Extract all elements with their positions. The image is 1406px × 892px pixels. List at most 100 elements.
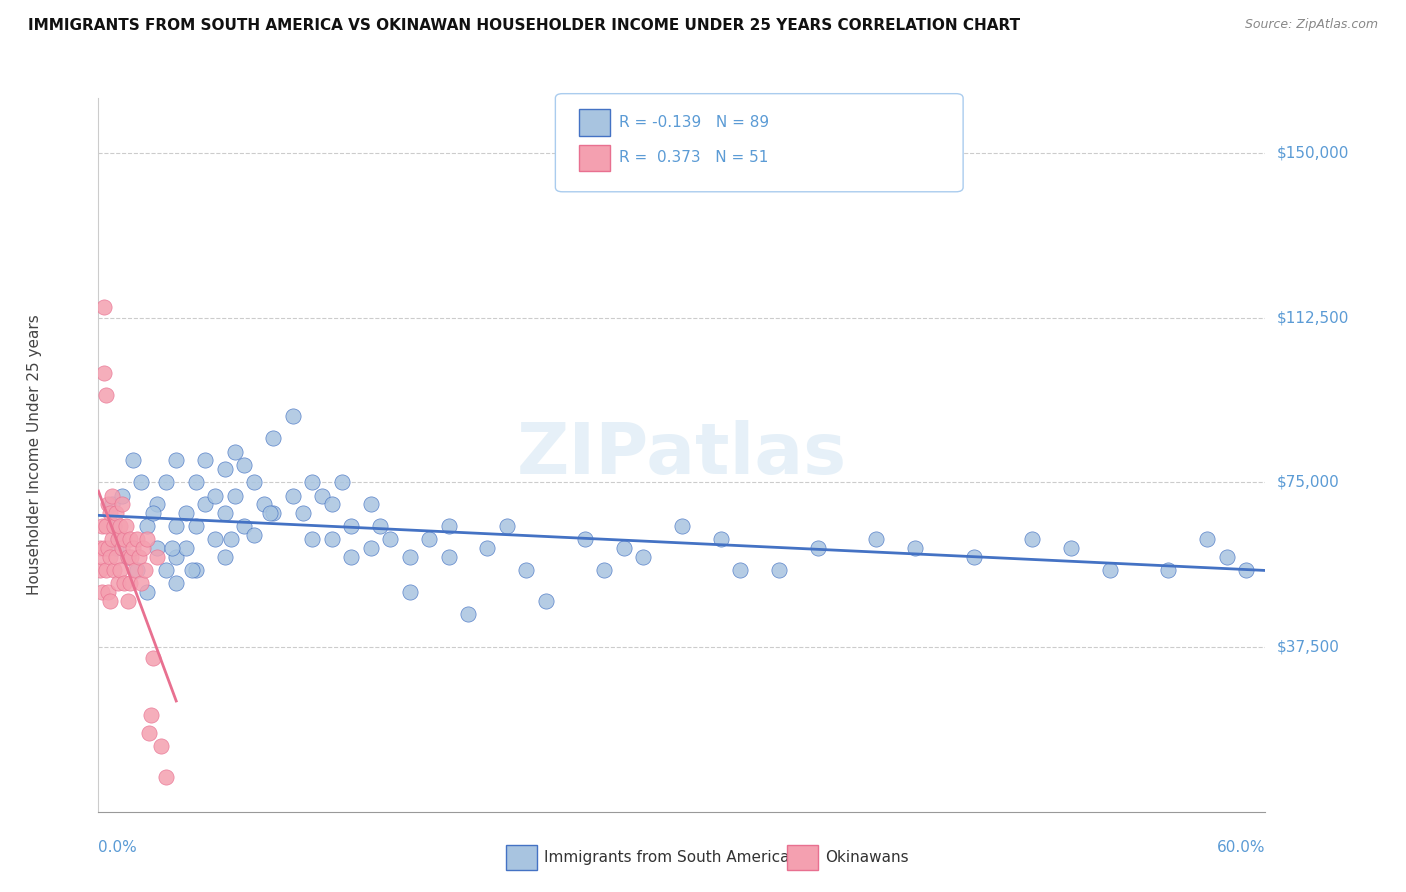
Point: [184, 563, 207, 577]
Text: IMMIGRANTS FROM SOUTH AMERICA VS OKINAWAN HOUSEHOLDER INCOME UNDER 25 YEARS CORR: IMMIGRANTS FROM SOUTH AMERICA VS OKINAWA…: [28, 18, 1021, 33]
Point: [136, 533, 159, 547]
Point: [129, 576, 152, 591]
Point: [111, 497, 134, 511]
Point: [281, 489, 304, 503]
Point: [204, 489, 226, 503]
Point: [1098, 563, 1121, 577]
Point: [122, 541, 145, 556]
Point: [114, 519, 136, 533]
Point: [97, 497, 120, 511]
Point: [97, 585, 120, 599]
Point: [112, 576, 135, 591]
Point: [107, 533, 129, 547]
Point: [204, 533, 226, 547]
Point: [262, 432, 284, 446]
Point: [321, 497, 343, 511]
Point: [93, 541, 115, 556]
Point: [219, 533, 242, 547]
Point: [378, 533, 402, 547]
Point: [96, 563, 118, 577]
Point: [103, 519, 125, 533]
Point: [360, 541, 382, 556]
Point: [93, 300, 115, 314]
Text: Source: ZipAtlas.com: Source: ZipAtlas.com: [1244, 18, 1378, 31]
Point: [281, 409, 304, 424]
Point: [98, 549, 121, 564]
Point: [98, 594, 121, 608]
Point: [1021, 533, 1043, 547]
Point: [91, 585, 114, 599]
Text: $112,500: $112,500: [1277, 310, 1348, 326]
Point: [104, 506, 127, 520]
Point: [710, 533, 733, 547]
Point: [165, 549, 187, 564]
Text: $37,500: $37,500: [1277, 640, 1340, 655]
Text: 0.0%: 0.0%: [98, 840, 138, 855]
Point: [98, 506, 121, 520]
Point: [671, 519, 693, 533]
Point: [1215, 549, 1237, 564]
Point: [224, 444, 246, 458]
Point: [730, 563, 752, 577]
Point: [1195, 533, 1218, 547]
Text: $75,000: $75,000: [1277, 475, 1340, 490]
Text: $150,000: $150,000: [1277, 145, 1348, 161]
Point: [146, 541, 169, 556]
Point: [1060, 541, 1083, 556]
Point: [149, 739, 172, 753]
Point: [515, 563, 537, 577]
Point: [136, 585, 159, 599]
Point: [224, 489, 246, 503]
Point: [1234, 563, 1257, 577]
Point: [214, 462, 236, 476]
Point: [311, 489, 333, 503]
Point: [593, 563, 616, 577]
Text: Householder Income Under 25 years: Householder Income Under 25 years: [27, 315, 42, 595]
Point: [108, 563, 131, 577]
Point: [146, 549, 169, 564]
Point: [124, 563, 146, 577]
Point: [155, 563, 177, 577]
Point: [243, 475, 266, 490]
Point: [122, 453, 145, 467]
Point: [194, 453, 217, 467]
Point: [904, 541, 927, 556]
Point: [162, 541, 184, 556]
Point: [865, 533, 887, 547]
Point: [142, 651, 165, 665]
Point: [962, 549, 984, 564]
Point: [398, 549, 420, 564]
Point: [132, 541, 155, 556]
Point: [146, 497, 169, 511]
Point: [214, 549, 236, 564]
Point: [117, 549, 139, 564]
Point: [370, 519, 392, 533]
Point: [101, 489, 124, 503]
Text: Okinawans: Okinawans: [825, 850, 908, 864]
Point: [194, 497, 217, 511]
Point: [155, 770, 177, 784]
Point: [134, 563, 156, 577]
Point: [180, 563, 202, 577]
Text: ZIPatlas: ZIPatlas: [517, 420, 846, 490]
Point: [142, 506, 165, 520]
Point: [495, 519, 517, 533]
Point: [165, 453, 187, 467]
Point: [97, 541, 120, 556]
Point: [612, 541, 634, 556]
Point: [138, 725, 160, 739]
Point: [321, 533, 343, 547]
Point: [457, 607, 479, 621]
Point: [184, 519, 207, 533]
Point: [127, 533, 149, 547]
Point: [437, 519, 460, 533]
Point: [259, 506, 281, 520]
Point: [165, 519, 187, 533]
Point: [768, 563, 790, 577]
Point: [233, 519, 256, 533]
Point: [101, 533, 124, 547]
Point: [262, 506, 284, 520]
Point: [118, 533, 141, 547]
Point: [111, 489, 134, 503]
Point: [214, 506, 236, 520]
